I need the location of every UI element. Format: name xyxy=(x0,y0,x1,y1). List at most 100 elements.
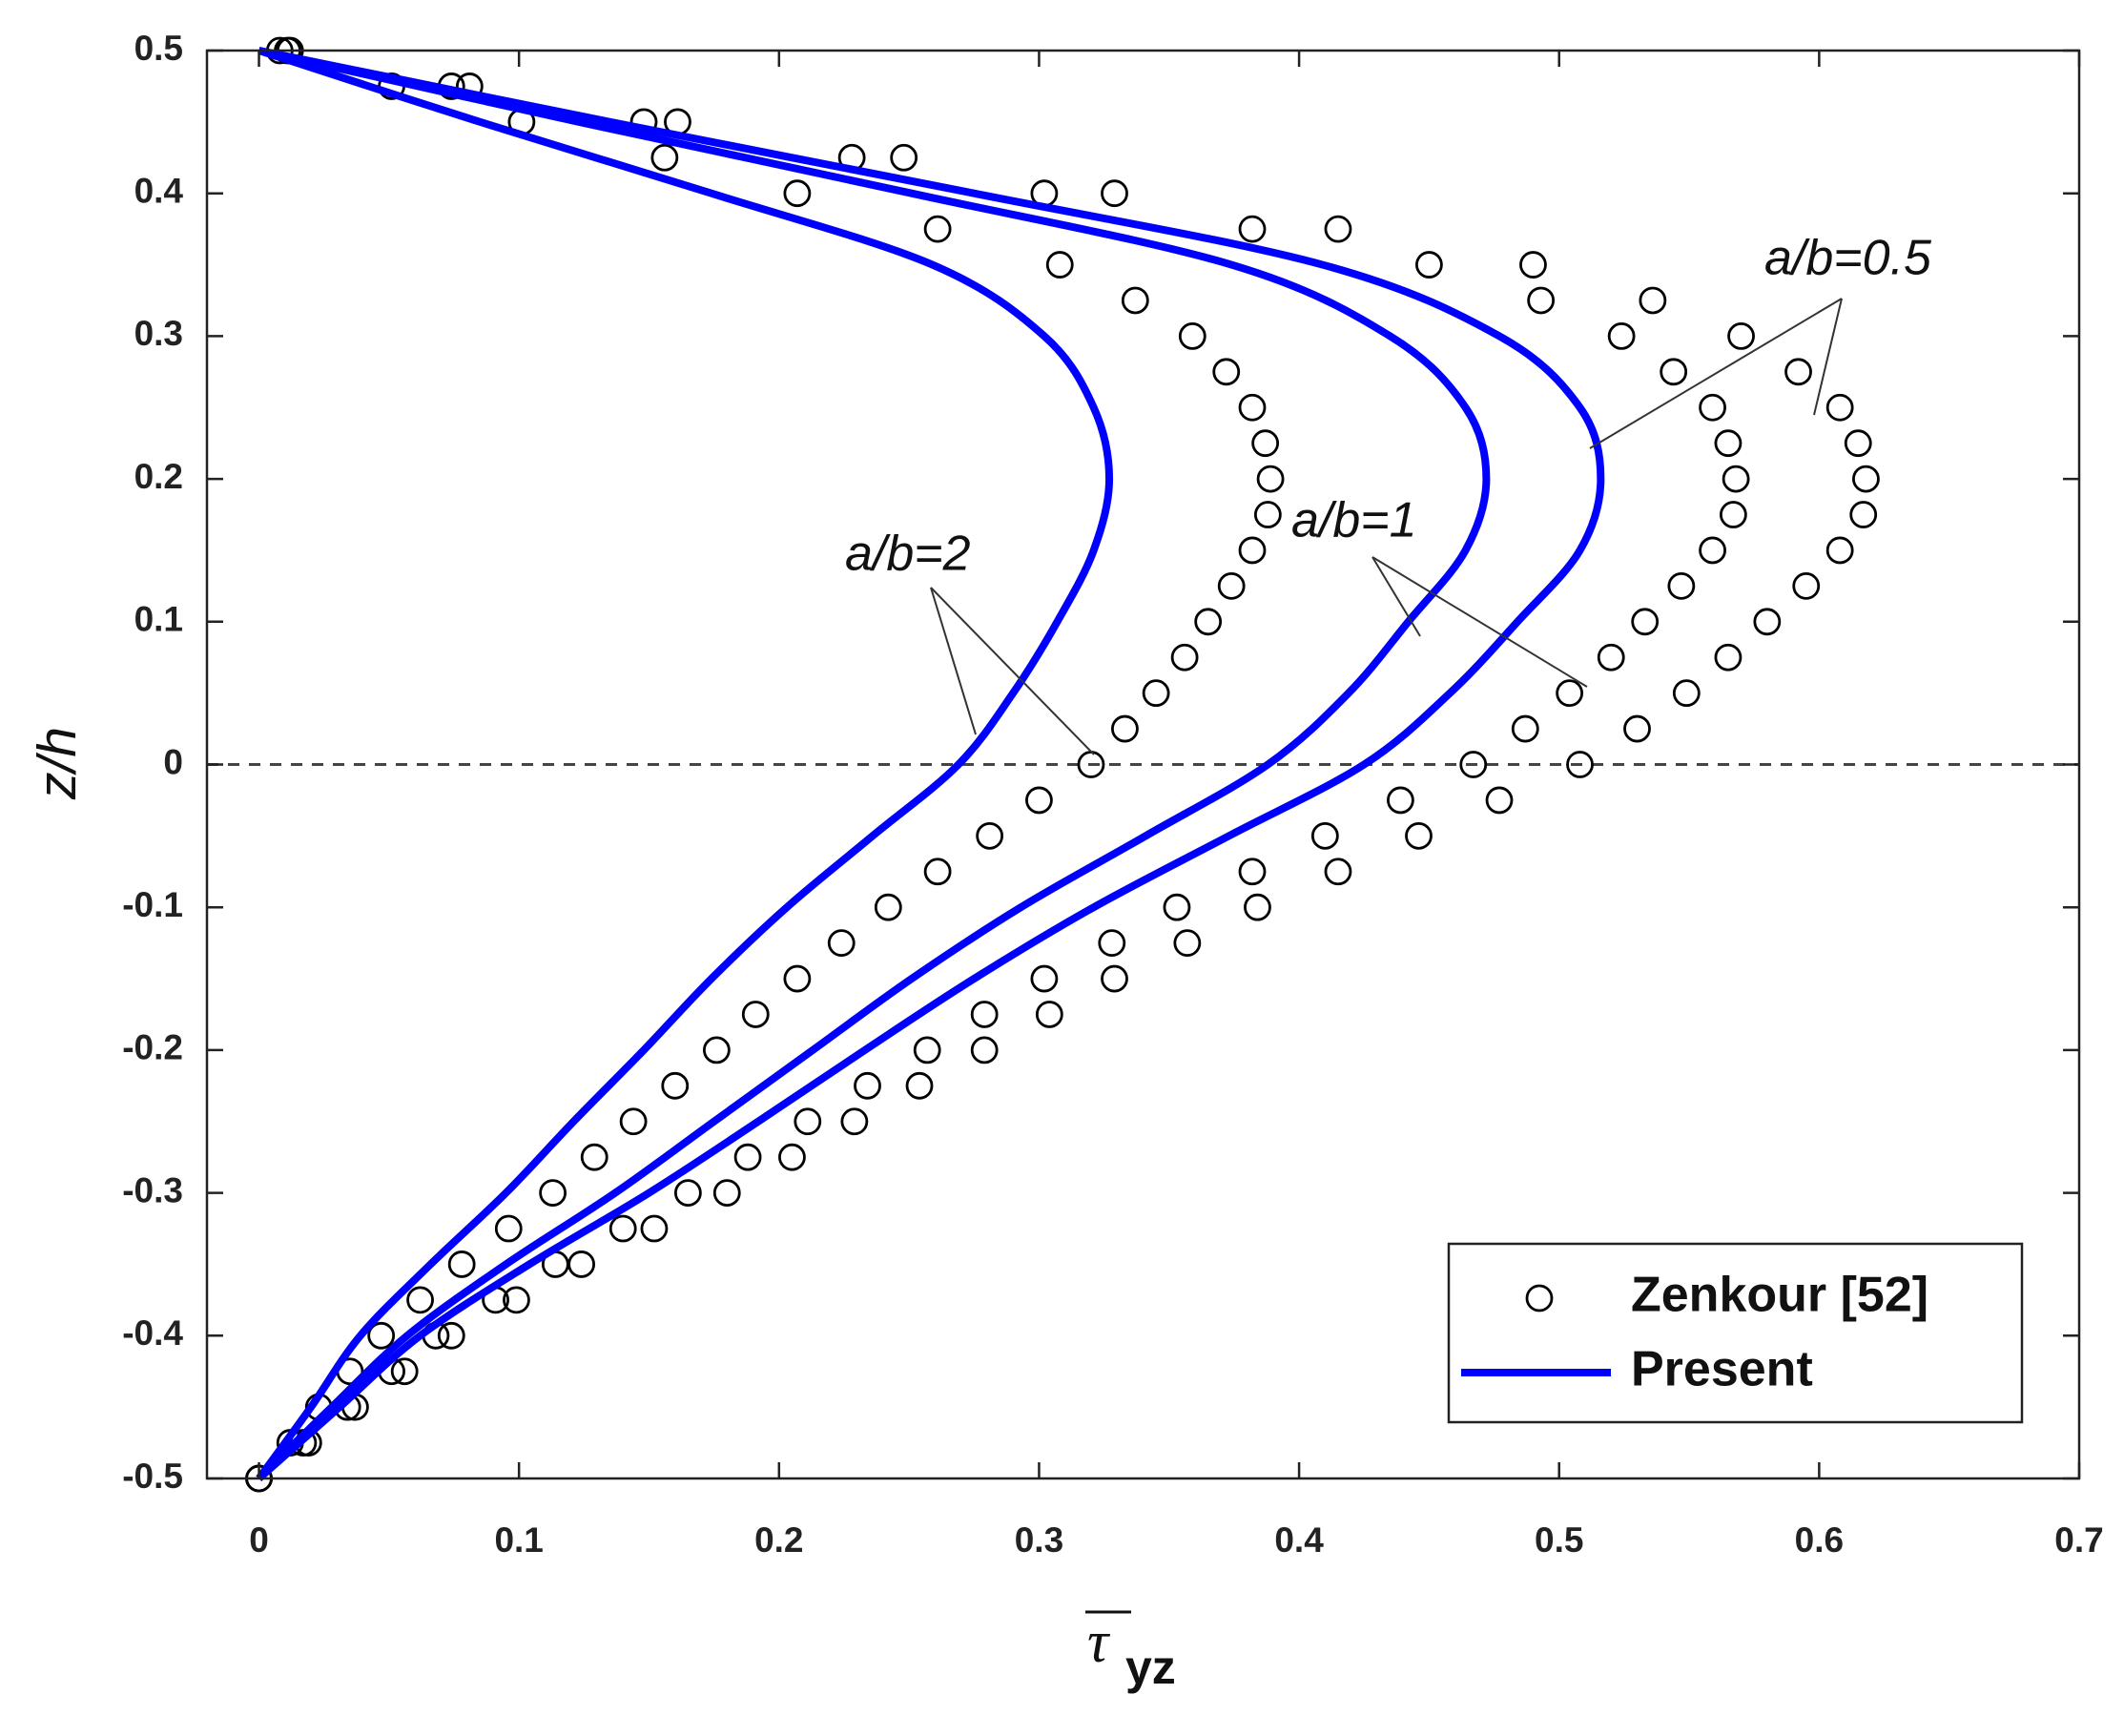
arrow xyxy=(1589,298,1843,449)
y-tick-label: -0.3 xyxy=(122,1170,183,1209)
y-tick-label: -0.1 xyxy=(122,885,183,924)
data-point xyxy=(970,1036,999,1064)
data-point xyxy=(503,1286,530,1314)
legend-marker xyxy=(1525,1284,1554,1312)
data-point xyxy=(1101,964,1128,993)
y-tick-label: -0.4 xyxy=(122,1313,183,1353)
data-point xyxy=(1485,786,1514,815)
x-tick-label: 0 xyxy=(249,1520,269,1560)
annotation: a/b=1 xyxy=(1291,493,1417,548)
data-point xyxy=(1173,929,1202,958)
data-point xyxy=(1699,393,1726,422)
data-point xyxy=(1714,643,1743,672)
data-point xyxy=(1111,714,1139,743)
data-point xyxy=(1163,893,1191,921)
data-point xyxy=(1030,964,1059,993)
data-point xyxy=(1035,1001,1063,1028)
data-point xyxy=(783,179,812,208)
data-point xyxy=(437,1321,465,1350)
data-point xyxy=(1722,465,1750,493)
arrow xyxy=(1813,298,1843,416)
data-point xyxy=(1852,465,1880,493)
legend-label: Present xyxy=(1631,1342,1813,1397)
annotation-arrows xyxy=(930,298,1843,755)
data-point xyxy=(1178,321,1206,350)
y-tick-label: 0 xyxy=(163,742,183,781)
data-point xyxy=(1101,179,1128,208)
y-tick-label: -0.5 xyxy=(122,1457,183,1496)
x-tick-label: 0.3 xyxy=(1015,1520,1063,1560)
arrow xyxy=(1371,556,1421,637)
data-point xyxy=(874,893,902,921)
data-point xyxy=(1727,321,1755,350)
data-point xyxy=(1519,251,1547,279)
data-point xyxy=(1699,536,1726,565)
data-point xyxy=(1387,786,1414,815)
data-point xyxy=(1623,714,1651,743)
data-point xyxy=(1405,821,1433,850)
data-point xyxy=(567,1250,595,1278)
data-line xyxy=(256,47,1114,1481)
data-point xyxy=(1212,358,1241,386)
arrow xyxy=(930,587,977,735)
data-point xyxy=(913,1036,941,1064)
data-point xyxy=(1253,501,1282,528)
data-point xyxy=(447,1250,476,1278)
x-tick-label: 0.6 xyxy=(1795,1520,1844,1560)
data-point xyxy=(1672,679,1701,708)
data-point xyxy=(1631,608,1660,636)
data-point xyxy=(1256,465,1285,493)
data-point xyxy=(673,1179,702,1207)
data-point xyxy=(661,1071,690,1100)
data-point xyxy=(1792,571,1821,600)
data-point xyxy=(1753,608,1782,636)
annotation: a/b=0.5 xyxy=(1764,231,1932,286)
data-point xyxy=(619,1107,648,1136)
data-point xyxy=(970,1001,999,1028)
data-point xyxy=(702,1036,731,1064)
x-tick-label: 0.2 xyxy=(754,1520,803,1560)
data-point xyxy=(1238,215,1267,243)
y-tick-label: 0.4 xyxy=(134,171,184,210)
y-tick-label: -0.2 xyxy=(122,1028,183,1067)
data-point xyxy=(1849,501,1878,528)
data-point xyxy=(741,1001,770,1028)
data-point xyxy=(580,1143,608,1171)
y-axis-label: z/h xyxy=(27,727,88,800)
data-point xyxy=(1310,821,1339,850)
data-point xyxy=(1597,643,1625,672)
data-point xyxy=(1415,251,1443,279)
data-point xyxy=(1714,429,1743,458)
data-point xyxy=(712,1179,741,1207)
data-point xyxy=(778,1143,806,1171)
data-point xyxy=(1170,643,1199,672)
data-point xyxy=(1556,679,1584,708)
annotation: a/b=2 xyxy=(845,527,971,582)
data-point xyxy=(890,143,918,172)
data-line xyxy=(256,47,1491,1481)
data-point xyxy=(1251,429,1280,458)
data-point xyxy=(905,1071,934,1100)
data-line xyxy=(256,47,1605,1481)
data-point xyxy=(733,1143,762,1171)
data-point xyxy=(1238,536,1267,565)
data-point xyxy=(1639,286,1667,315)
data-point xyxy=(650,143,679,172)
data-point xyxy=(827,929,856,958)
data-point xyxy=(494,1214,523,1243)
data-point xyxy=(1238,858,1267,886)
data-point xyxy=(1142,679,1170,708)
data-point xyxy=(1660,358,1688,386)
data-point xyxy=(1511,714,1539,743)
data-point xyxy=(783,964,812,993)
data-point xyxy=(854,1071,881,1100)
data-point xyxy=(406,1286,434,1314)
x-tick-label: 0.4 xyxy=(1274,1520,1324,1560)
x-tick-label: 0.7 xyxy=(2054,1520,2103,1560)
data-point xyxy=(923,858,952,886)
y-tick-label: 0.5 xyxy=(134,29,183,68)
x-tick-label: 0.5 xyxy=(1535,1520,1583,1560)
data-point xyxy=(1194,608,1223,636)
data-point xyxy=(1825,393,1854,422)
x-tick-label: 0.1 xyxy=(494,1520,543,1560)
